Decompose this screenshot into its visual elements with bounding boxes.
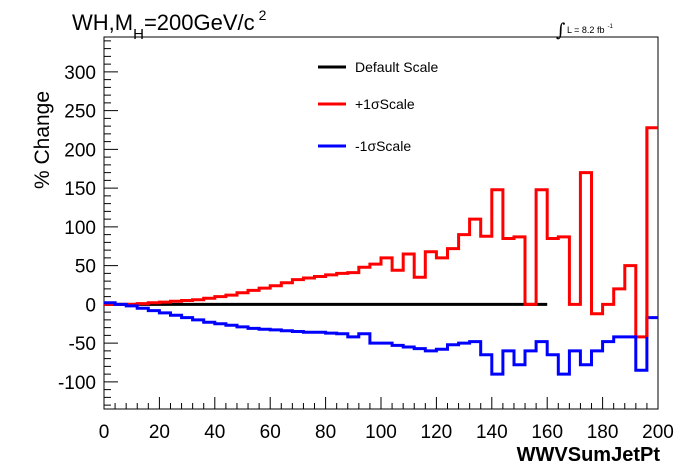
- y-tick-label: 150: [64, 179, 96, 200]
- series-plus1sigma-scale: [104, 126, 658, 339]
- x-tick-label: 0: [99, 422, 110, 443]
- x-tick-label: 200: [642, 422, 674, 443]
- plot-frame: [103, 36, 659, 410]
- x-tick-label: 180: [587, 422, 619, 443]
- chart-title: WH,MH=200GeV/c 2: [72, 7, 267, 43]
- y-tick-label: -100: [58, 373, 96, 394]
- x-ticks: 0 20 40 60 80 100 120 140 160 180 200: [99, 397, 674, 443]
- y-tick-label: 50: [75, 257, 96, 278]
- x-tick-label: 120: [421, 422, 453, 443]
- series-layer: [104, 126, 658, 376]
- y-tick-label: -50: [69, 334, 96, 355]
- lumi-integral: ∫: [556, 20, 566, 41]
- title-main: WH,M: [72, 10, 133, 35]
- x-axis-label: WWVSumJetPt: [517, 444, 661, 466]
- y-tick-label: 250: [64, 102, 96, 123]
- lumi-label: L = 8.2 fb -1: [567, 24, 613, 35]
- x-tick-label: 20: [149, 422, 170, 443]
- legend-label-default: Default Scale: [355, 59, 438, 75]
- y-tick-label: 0: [85, 295, 96, 316]
- legend-label-plus1sigma: +1σScale: [355, 96, 415, 112]
- x-tick-label: 100: [365, 422, 397, 443]
- series-minus1sigma-scale: [104, 301, 658, 376]
- x-tick-label: 60: [260, 422, 281, 443]
- y-tick-label: 100: [64, 218, 96, 239]
- title-superscript: 2: [259, 7, 267, 23]
- title-rest: =200GeV/c: [144, 10, 255, 35]
- title-subscript: H: [133, 26, 144, 43]
- legend: Default Scale +1σScale -1σScale: [318, 59, 438, 154]
- x-tick-label: 80: [315, 422, 336, 443]
- plot-border: [103, 36, 659, 410]
- legend-label-minus1sigma: -1σScale: [355, 138, 411, 154]
- y-tick-label: 300: [64, 63, 96, 84]
- x-tick-label: 160: [531, 422, 563, 443]
- x-tick-label: 140: [476, 422, 508, 443]
- y-ticks: -100 -50 0 50 100 150 200 250 300: [58, 40, 118, 406]
- y-axis-label: % Change: [31, 91, 54, 189]
- y-tick-label: 200: [64, 140, 96, 161]
- x-tick-label: 40: [204, 422, 225, 443]
